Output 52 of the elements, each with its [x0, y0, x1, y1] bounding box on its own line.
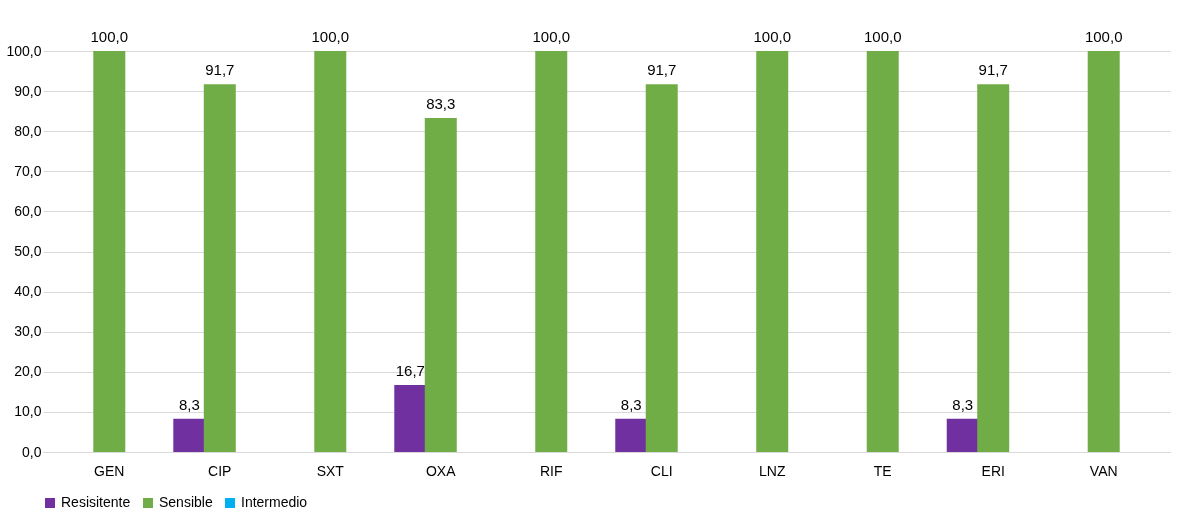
bar [394, 385, 427, 452]
data-label: 8,3 [178, 395, 200, 413]
y-tick-label: 50,0 [14, 243, 42, 259]
y-tick-label: 0,0 [22, 443, 42, 460]
bar [946, 418, 979, 452]
data-label: 100,0 [311, 28, 350, 45]
x-tick-label: OXA [425, 462, 457, 479]
legend-label: Resisitente [61, 494, 131, 510]
bar [424, 117, 457, 452]
bar [977, 84, 1010, 452]
bar [93, 51, 126, 452]
x-tick-label: RIF [539, 462, 563, 479]
data-label: 91,7 [647, 61, 677, 79]
x-tick-label: LNZ [759, 462, 786, 479]
data-label: 16,7 [395, 362, 425, 380]
x-tick-label: CLI [650, 462, 673, 479]
data-label: 83,3 [426, 94, 456, 112]
data-label: 100,0 [1084, 28, 1123, 45]
x-tick-label: GEN [94, 462, 125, 479]
bar [535, 51, 568, 452]
y-tick-label: 80,0 [14, 122, 42, 139]
legend-label: Intermedio [241, 494, 308, 510]
bar [756, 51, 789, 452]
bar [615, 418, 648, 452]
data-label: 100,0 [90, 28, 129, 45]
y-tick-label: 60,0 [14, 202, 42, 219]
x-tick-label: TE [873, 462, 892, 479]
y-tick-label: 90,0 [14, 82, 42, 99]
bar [173, 418, 206, 452]
bar [203, 84, 236, 452]
y-tick-label: 70,0 [14, 162, 42, 179]
y-tick-label: 10,0 [14, 403, 42, 420]
bar [1087, 51, 1120, 452]
x-tick-label: CIP [208, 462, 232, 479]
x-tick-label: VAN [1089, 462, 1118, 479]
data-label: 8,3 [620, 395, 642, 413]
data-label: 100,0 [753, 28, 792, 45]
x-tick-label: SXT [316, 462, 345, 479]
y-tick-label: 100,0 [6, 42, 42, 59]
y-tick-label: 30,0 [14, 323, 42, 340]
bar [866, 51, 899, 452]
legend-label: Sensible [159, 494, 213, 510]
data-label: 91,7 [205, 61, 235, 79]
bar [314, 51, 347, 452]
y-tick-label: 40,0 [14, 283, 42, 300]
data-label: 100,0 [532, 28, 571, 45]
data-label: 91,7 [978, 61, 1008, 79]
data-label: 8,3 [952, 395, 974, 413]
bar [645, 84, 678, 452]
x-tick-label: ERI [981, 462, 1005, 479]
data-label: 100,0 [863, 28, 902, 45]
y-tick-label: 20,0 [14, 363, 42, 380]
